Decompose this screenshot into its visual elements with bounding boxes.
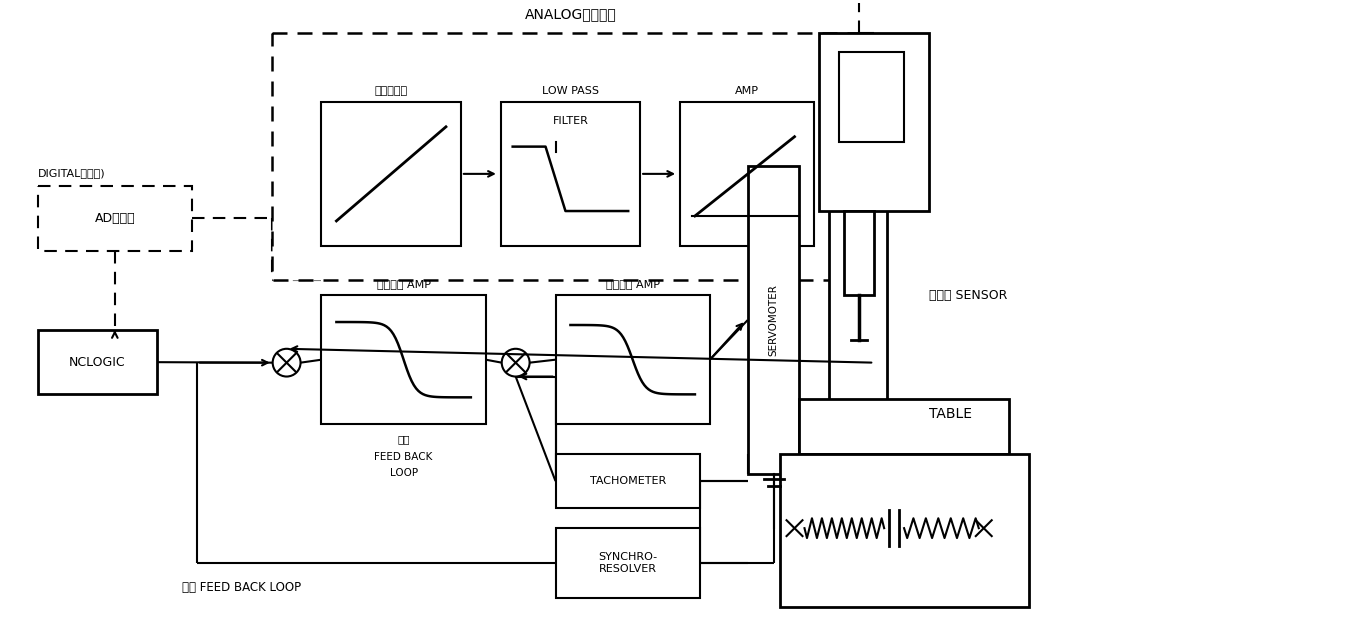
Bar — [38, 330, 157, 394]
Text: DIGITAL補正用): DIGITAL補正用) — [38, 168, 106, 178]
Bar — [556, 295, 710, 424]
Bar — [799, 399, 1008, 454]
Text: LOW PASS: LOW PASS — [542, 86, 599, 96]
Bar — [839, 53, 904, 142]
Bar — [321, 102, 461, 246]
Text: 位置制御 AMP: 位置制御 AMP — [377, 279, 431, 290]
Text: 熱電対 SENSOR: 熱電対 SENSOR — [930, 289, 1007, 302]
Text: 速度制御 AMP: 速度制御 AMP — [606, 279, 660, 290]
Text: AMP: AMP — [736, 86, 759, 96]
Text: 関数発生器: 関数発生器 — [374, 86, 408, 96]
Text: FEED BACK: FEED BACK — [374, 452, 432, 462]
Bar — [556, 454, 701, 509]
Bar — [38, 186, 192, 251]
Text: 位置 FEED BACK LOOP: 位置 FEED BACK LOOP — [182, 580, 301, 594]
Bar — [556, 528, 701, 598]
Text: TACHOMETER: TACHOMETER — [589, 476, 665, 486]
Bar — [844, 211, 874, 295]
Text: TABLE: TABLE — [930, 407, 972, 421]
Text: ANALOG補正回路: ANALOG補正回路 — [524, 7, 617, 21]
Text: FILTER: FILTER — [553, 116, 588, 126]
Bar — [779, 454, 1028, 608]
Text: 速度: 速度 — [397, 434, 409, 444]
Text: AD変換器: AD変換器 — [95, 212, 136, 225]
Bar — [820, 32, 930, 211]
Text: LOOP: LOOP — [390, 468, 417, 478]
Bar — [501, 102, 640, 246]
Bar — [271, 32, 869, 281]
Text: SERVOMOTER: SERVOMOTER — [768, 284, 779, 356]
Text: SYNCHRO-
RESOLVER: SYNCHRO- RESOLVER — [598, 552, 657, 573]
Bar — [321, 295, 486, 424]
Bar — [680, 102, 814, 246]
Bar — [748, 166, 799, 474]
Bar — [829, 166, 888, 484]
Text: NCLOGIC: NCLOGIC — [69, 356, 126, 369]
